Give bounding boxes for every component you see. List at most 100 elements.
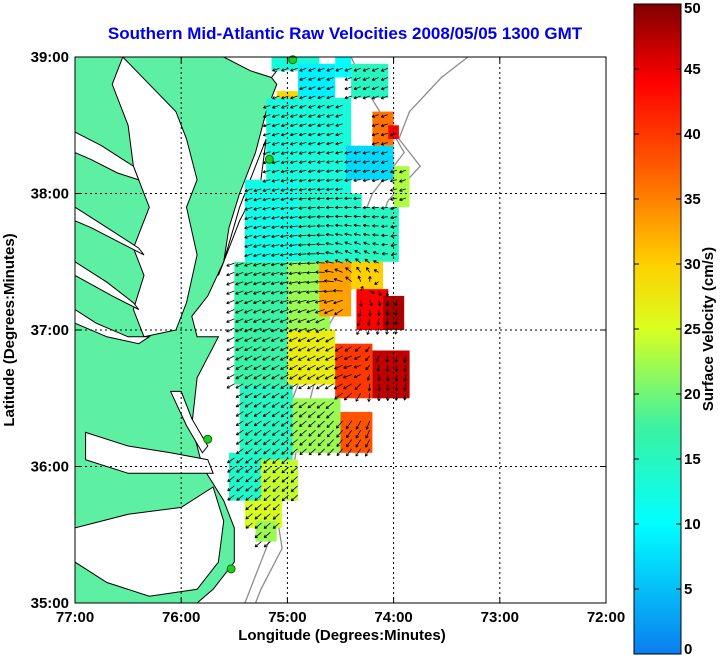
current-vector (316, 251, 325, 256)
current-vector (357, 318, 362, 327)
current-vector (290, 476, 298, 483)
current-vector (317, 86, 325, 91)
current-vector (333, 374, 343, 380)
current-vector (317, 420, 325, 428)
current-vector (253, 253, 262, 258)
current-vector (272, 485, 280, 492)
current-vector (333, 383, 343, 390)
current-vector (244, 262, 253, 267)
current-vector (335, 160, 343, 164)
current-vector (271, 160, 280, 165)
current-vector (403, 383, 407, 392)
current-vector (316, 205, 325, 210)
current-vector (378, 290, 382, 297)
current-vector (272, 476, 280, 483)
current-vector (270, 290, 280, 295)
current-vector (290, 448, 298, 455)
current-vector (298, 401, 307, 409)
radar-station (226, 564, 236, 574)
current-vector (281, 439, 289, 446)
current-vector (262, 132, 271, 137)
x-tick-label: 72:00 (587, 609, 625, 626)
current-vector (262, 151, 271, 155)
current-vector (262, 104, 271, 109)
current-vector (367, 318, 371, 326)
current-vector (288, 318, 298, 323)
current-vector (262, 225, 271, 230)
current-vector (298, 215, 307, 220)
current-vector (244, 337, 253, 342)
current-vector (334, 392, 343, 400)
colorbar-tick-label: 5 (684, 581, 692, 598)
current-vector (227, 457, 235, 464)
current-vector (315, 318, 325, 324)
current-vector (290, 429, 298, 437)
current-vector (344, 205, 352, 210)
current-vector (271, 216, 280, 220)
current-vector (344, 178, 352, 182)
current-vector (271, 253, 280, 257)
current-vector (245, 522, 253, 529)
radar-station (264, 154, 274, 164)
current-vector (306, 355, 316, 361)
current-vector (253, 327, 262, 333)
velocity-cell (351, 261, 383, 290)
current-vector (271, 197, 280, 202)
current-vector (403, 365, 407, 373)
colorbar-tick-label: 30 (684, 256, 701, 273)
current-vector (299, 420, 307, 427)
current-vector (299, 132, 307, 137)
current-vector (253, 244, 262, 248)
current-vector (390, 243, 397, 248)
water-potomac-river (75, 131, 140, 181)
current-vector (362, 178, 370, 183)
current-vector (385, 300, 390, 307)
current-vector (245, 457, 253, 464)
colorbar: 0 5 10 15 20 25 30 35 40 45 50 Surface Velocity (c… (633, 0, 717, 658)
current-vector (245, 513, 253, 520)
current-vector (272, 457, 280, 464)
current-vector (262, 142, 271, 146)
current-vector (262, 364, 271, 370)
current-vector (281, 429, 289, 436)
current-vector (298, 374, 307, 380)
current-vector (389, 132, 397, 137)
current-vector (272, 114, 280, 118)
current-vector (353, 151, 361, 155)
current-vector (253, 225, 262, 230)
velocity-cell (356, 289, 389, 330)
current-vector (355, 392, 362, 402)
current-vector (307, 187, 316, 192)
current-vector (344, 160, 352, 164)
current-vector (334, 309, 343, 316)
current-vector (403, 393, 407, 401)
current-vector (333, 288, 343, 293)
current-vector (263, 448, 271, 455)
current-vector (270, 337, 280, 342)
current-vector (299, 95, 307, 100)
y-axis-label: Latitude (Degrees:Minutes) (1, 233, 18, 426)
current-vector (253, 420, 262, 427)
current-vector (263, 476, 271, 483)
current-vector (371, 95, 379, 100)
current-vector (271, 132, 280, 137)
current-vector (325, 223, 334, 228)
current-vector (235, 346, 244, 351)
current-vector (289, 197, 298, 201)
current-vector (317, 123, 325, 127)
current-vector (317, 77, 325, 81)
current-vector (299, 123, 307, 128)
current-vector (307, 233, 316, 238)
current-vector (226, 272, 235, 277)
current-vector (262, 253, 271, 258)
current-vector (326, 160, 334, 164)
current-vector (336, 448, 343, 457)
current-vector (344, 86, 352, 91)
radar-stations (203, 55, 298, 574)
current-vector (362, 86, 370, 91)
current-vector (380, 206, 388, 210)
current-vector (373, 260, 379, 264)
current-vector (354, 346, 361, 352)
current-vector (253, 234, 262, 239)
current-vector (335, 178, 343, 182)
